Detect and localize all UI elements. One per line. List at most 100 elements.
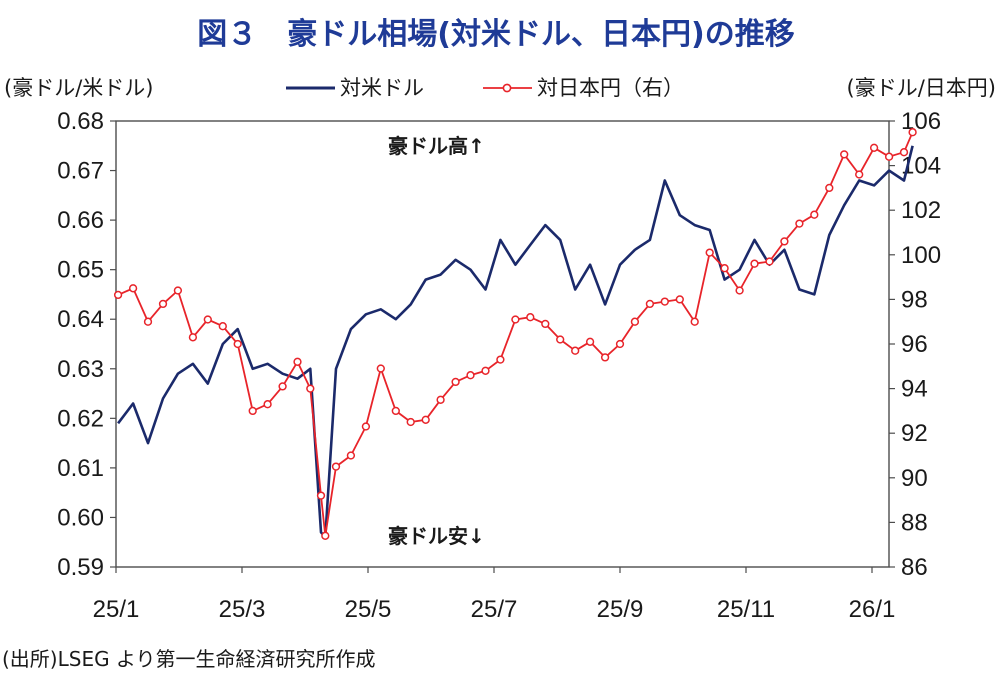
jpy-point — [825, 183, 834, 193]
right-tick-label: 90 — [901, 465, 928, 492]
jpy-line — [117, 131, 914, 537]
source-note: (出所)LSEG より第一生命経済研究所作成 — [2, 647, 376, 671]
jpy-point — [855, 170, 864, 179]
jpy-point — [780, 237, 789, 246]
jpy-point — [810, 210, 819, 219]
jpy-point — [585, 337, 595, 346]
jpy-point — [316, 491, 326, 500]
jpy-point — [496, 355, 505, 364]
annotation-down: 豪ドル安↓ — [388, 524, 485, 548]
jpy-point — [203, 315, 212, 324]
left-tick-label: 0.66 — [57, 207, 104, 234]
right-tick-label: 86 — [901, 554, 928, 581]
jpy-point — [705, 248, 714, 257]
jpy-point — [735, 286, 744, 295]
x-tick-label: 25/9 — [597, 596, 644, 623]
left-tick-label: 0.64 — [57, 306, 104, 333]
jpy-point — [615, 339, 625, 349]
chart-title: 図３ 豪ドル相場(対米ドル、日本円)の推移 — [197, 17, 794, 52]
jpy-point — [571, 346, 580, 355]
legend: 対米ドル 対日本円（右） — [286, 76, 684, 100]
left-tick-label: 0.68 — [57, 108, 104, 135]
jpy-point — [660, 297, 669, 306]
plot-frame — [115, 120, 890, 568]
series-usd — [117, 145, 914, 539]
right-tick-label: 102 — [901, 197, 941, 224]
jpy-point — [750, 259, 759, 268]
right-tick-label: 94 — [901, 376, 928, 403]
x-tick-label: 25/11 — [717, 596, 775, 623]
jpy-point — [869, 143, 879, 152]
jpy-point — [645, 299, 655, 309]
right-tick-label: 98 — [901, 286, 928, 313]
x-tick-label: 25/5 — [345, 596, 392, 623]
left-tick-label: 0.65 — [57, 257, 104, 284]
left-tick-label: 0.59 — [57, 554, 104, 581]
jpy-point — [158, 299, 168, 309]
jpy-point — [556, 335, 565, 344]
right-tick-label: 92 — [901, 420, 928, 447]
jpy-point — [899, 148, 909, 157]
legend-usd-label: 対米ドル — [340, 76, 424, 100]
left-tick-label: 0.60 — [57, 504, 104, 531]
jpy-point — [248, 406, 257, 416]
left-tick-label: 0.67 — [57, 158, 104, 185]
jpy-point — [406, 417, 415, 427]
jpy-point — [361, 422, 371, 431]
x-tick-label: 25/7 — [471, 596, 518, 623]
jpy-point — [884, 152, 894, 161]
jpy-point — [173, 286, 183, 295]
left-axis: 0.68 0.67 0.66 0.65 0.64 0.63 0.62 0.61 0.60 0.59 — [57, 108, 116, 581]
jpy-point — [421, 415, 430, 424]
jpy-point — [218, 322, 227, 331]
jpy-point — [293, 357, 302, 366]
jpy-point — [128, 284, 138, 293]
jpy-point — [630, 317, 640, 326]
x-tick-label: 26/1 — [849, 596, 896, 623]
x-tick-label: 25/1 — [93, 596, 140, 623]
jpy-point — [321, 531, 330, 540]
jpy-point — [466, 371, 475, 380]
x-tick-label: 25/3 — [219, 596, 266, 623]
jpy-point — [233, 339, 242, 349]
jpy-point — [188, 333, 198, 342]
jpy-point — [690, 317, 699, 326]
jpy-point — [263, 400, 272, 409]
series-jpy — [113, 128, 917, 540]
left-axis-label: (豪ドル/米ドル) — [4, 76, 153, 100]
legend-jpy-marker — [502, 83, 512, 93]
jpy-point — [391, 406, 400, 416]
right-axis-label: (豪ドル/日本円) — [847, 76, 996, 100]
jpy-point — [765, 257, 774, 266]
left-tick-label: 0.61 — [57, 455, 104, 482]
jpy-point — [113, 290, 123, 300]
legend-jpy-label: 対日本円（右） — [537, 76, 684, 100]
right-tick-label: 100 — [901, 242, 941, 269]
jpy-point — [376, 364, 385, 373]
jpy-point — [346, 451, 356, 460]
jpy-point — [278, 382, 287, 391]
annotation-up: 豪ドル高↑ — [388, 134, 485, 158]
jpy-point — [795, 219, 804, 228]
jpy-point — [541, 319, 550, 329]
jpy-point — [331, 462, 341, 471]
jpy-point — [436, 395, 445, 404]
jpy-point — [306, 384, 315, 393]
jpy-point — [143, 317, 153, 326]
left-tick-label: 0.62 — [57, 405, 104, 432]
usd-line — [117, 145, 914, 539]
jpy-point — [481, 366, 490, 375]
jpy-point — [675, 295, 684, 304]
right-tick-label: 106 — [901, 108, 941, 135]
jpy-point — [908, 128, 917, 137]
jpy-point — [451, 377, 460, 387]
left-tick-label: 0.63 — [57, 356, 104, 383]
right-tick-label: 88 — [901, 509, 928, 536]
right-tick-label: 96 — [901, 331, 928, 358]
jpy-point — [840, 150, 849, 159]
jpy-point — [600, 353, 610, 362]
jpy-point — [526, 313, 535, 322]
jpy-point — [511, 315, 520, 324]
